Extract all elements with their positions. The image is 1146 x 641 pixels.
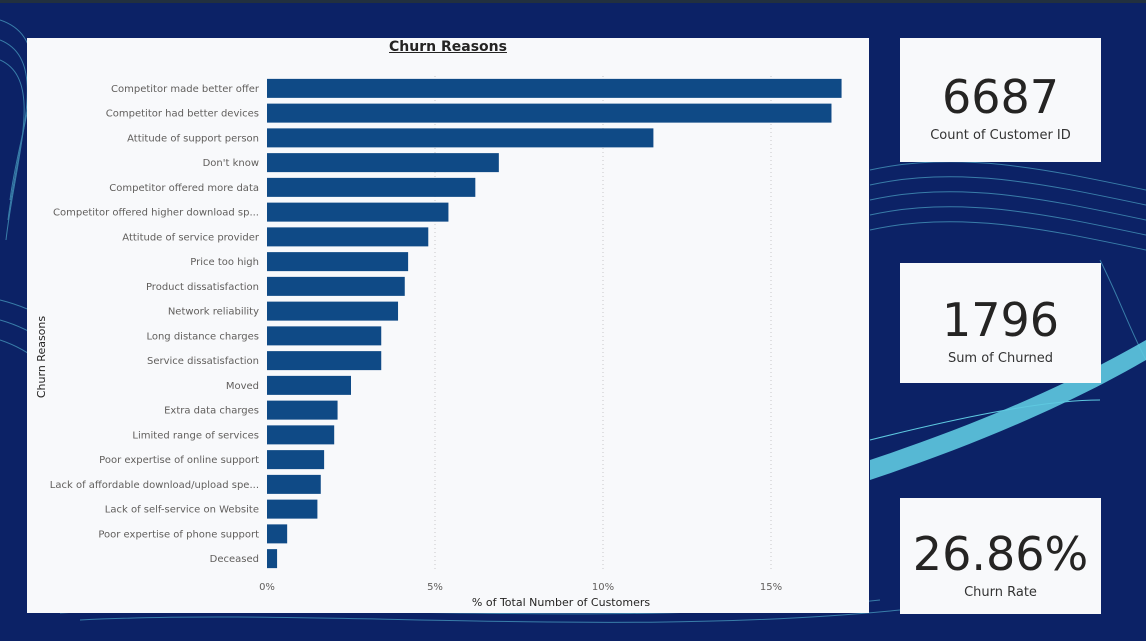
bar — [267, 326, 382, 346]
y-tick-label: Poor expertise of online support — [99, 455, 259, 466]
bar — [267, 103, 832, 123]
bar — [267, 78, 842, 98]
bar — [267, 499, 318, 519]
chart-plot-area: 0% 5% 10% 15% Competitor made better offer Co… — [50, 76, 842, 593]
y-tick-label: Poor expertise of phone support — [98, 529, 259, 540]
bar — [267, 375, 351, 395]
bar — [267, 202, 449, 222]
kpi-card-customer-count[interactable]: 6687 Count of Customer ID — [900, 38, 1101, 162]
bar — [267, 400, 338, 420]
bar — [267, 549, 278, 569]
kpi-label: Churn Rate — [964, 585, 1037, 600]
y-tick-label: Limited range of services — [132, 430, 259, 441]
kpi-card-sum-churned[interactable]: 1796 Sum of Churned — [900, 263, 1101, 383]
x-tick-label: 15% — [760, 582, 782, 593]
kpi-value: 26.86% — [912, 527, 1089, 581]
y-tick-label: Lack of self-service on Website — [105, 505, 259, 516]
kpi-value: 1796 — [941, 293, 1060, 347]
y-tick-label: Network reliability — [168, 307, 259, 318]
bar — [267, 425, 335, 445]
y-tick-label: Service dissatisfaction — [147, 356, 259, 367]
bar — [267, 177, 476, 197]
y-tick-label: Price too high — [190, 257, 259, 268]
y-tick-label: Product dissatisfaction — [146, 282, 259, 293]
y-tick-label: Competitor made better offer — [111, 84, 260, 95]
bar — [267, 301, 399, 321]
x-tick-label: 10% — [592, 582, 614, 593]
window-top-bar — [0, 0, 1146, 3]
x-tick-label: 0% — [259, 582, 275, 593]
bar — [267, 524, 288, 544]
bar — [267, 227, 429, 247]
x-axis-title: % of Total Number of Customers — [471, 596, 651, 609]
y-tick-label: Attitude of service provider — [122, 232, 260, 243]
y-tick-label: Competitor offered more data — [109, 183, 259, 194]
x-tick-label: 5% — [427, 582, 443, 593]
kpi-label: Count of Customer ID — [930, 128, 1071, 143]
churn-reasons-chart[interactable]: Churn Reasons Churn Reasons % of Total N… — [27, 38, 869, 613]
bar — [267, 474, 321, 494]
bar — [267, 252, 409, 272]
chart-title: Churn Reasons — [389, 39, 507, 55]
y-tick-label: Don't know — [203, 158, 259, 169]
kpi-value: 6687 — [941, 70, 1060, 124]
bar — [267, 450, 325, 470]
y-tick-label: Moved — [226, 381, 259, 392]
y-tick-label: Attitude of support person — [127, 133, 259, 144]
bar — [267, 351, 382, 371]
y-tick-label: Competitor offered higher download sp... — [53, 208, 259, 219]
kpi-card-churn-rate[interactable]: 26.86% Churn Rate — [900, 498, 1101, 614]
y-tick-label: Deceased — [210, 554, 259, 565]
bar — [267, 128, 654, 148]
y-tick-label: Lack of affordable download/upload spe..… — [50, 480, 259, 491]
y-tick-label: Competitor had better devices — [106, 109, 259, 120]
bar — [267, 153, 499, 173]
bar — [267, 276, 405, 296]
kpi-label: Sum of Churned — [947, 351, 1054, 366]
y-tick-label: Extra data charges — [164, 406, 259, 417]
y-tick-label: Long distance charges — [146, 331, 259, 342]
